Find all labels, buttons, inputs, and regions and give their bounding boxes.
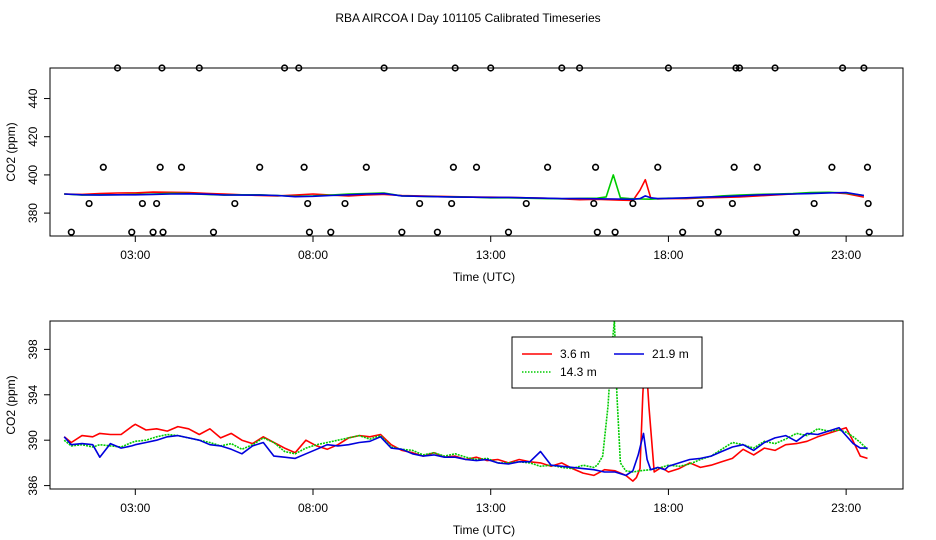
plot-frame-1 [49,67,904,237]
plot-area-2 [63,321,869,482]
outlier-point [159,228,167,236]
outlier-point [433,228,442,236]
panel-1: 03:00 08:00 13:00 18:00 23:00 380 400 420 440 T… [4,64,904,284]
x-axis-1: 03:00 08:00 13:00 18:00 23:00 [120,236,861,262]
outlier-point [611,228,619,236]
outlier-point [449,163,457,171]
x-tick-label: 13:00 [476,248,506,262]
outlier-point [304,199,312,208]
legend-label-21-9m: 21.9 m [652,347,689,361]
outlier-point [138,199,147,208]
y-axis-label-2: CO2 (ppm) [4,375,18,434]
outlier-point [177,163,186,171]
plot-frame-2 [49,320,904,490]
x-tick-label: 23:00 [831,248,861,262]
outlier-point [362,163,370,171]
outlier-point [416,199,424,208]
legend-box [511,336,703,389]
series-line-3-6m [63,348,868,482]
outlier-point [714,228,722,236]
outlier-point [730,163,738,171]
outlier-point [629,199,637,208]
outlier-point [696,199,705,208]
outlier-point [679,228,687,236]
series-line-14-3m [63,321,869,473]
x-tick-label: 18:00 [653,501,683,515]
outlier-point [753,163,761,171]
x-tick-label: 13:00 [476,501,506,515]
outlier-point [863,163,872,171]
x-tick-label: 18:00 [653,248,683,262]
outlier-point [231,199,239,208]
outlier-point [504,228,513,236]
series-line-21-9m [64,191,865,201]
outlier-point [448,199,456,208]
x-axis-2: 03:00 08:00 13:00 18:00 23:00 [120,489,861,515]
y-tick-label: 386 [26,475,40,495]
y-tick-label: 394 [26,384,40,404]
y-tick-label: 440 [26,88,40,108]
y-tick-label: 390 [26,430,40,450]
outlier-point [153,199,161,208]
y-axis-1: 380 400 420 440 [26,88,50,223]
outlier-point [209,228,218,236]
outlier-point [864,199,872,208]
outlier-point [156,163,164,171]
series-line-21-9m [63,426,868,477]
x-tick-label: 03:00 [120,248,150,262]
page-title: RBA AIRCOA I Day 101105 Calibrated Times… [335,11,600,25]
outlier-point [828,163,836,171]
outlier-point [810,199,818,208]
x-tick-label: 08:00 [298,501,328,515]
legend-label-3-6m: 3.6 m [560,347,590,361]
outlier-point [472,163,481,171]
x-tick-label: 23:00 [831,501,861,515]
outlier-point [728,199,737,208]
legend: 3.6 m 21.9 m 14.3 m [511,336,703,389]
outlier-point [591,163,600,171]
outlier-point [327,228,335,236]
outlier-point [590,199,598,208]
outlier-point [67,228,75,236]
legend-label-14-3m: 14.3 m [560,365,597,379]
outlier-point [149,228,157,236]
y-axis-2: 386 390 394 398 [26,339,50,496]
series-group-1 [64,174,865,202]
outlier-point [305,228,314,236]
outlier-point [85,199,93,208]
outlier-point [593,228,601,236]
panel-2: 03:00 08:00 13:00 18:00 23:00 386 390 394 398 T… [4,320,904,537]
outlier-point [865,228,873,236]
x-axis-label-2: Time (UTC) [453,523,515,537]
outlier-point [128,228,136,236]
y-axis-label-1: CO2 (ppm) [4,122,18,181]
outliers-group-1 [67,64,873,236]
y-tick-label: 400 [26,165,40,185]
series-group-2 [63,321,869,482]
outlier-point [792,228,800,236]
outlier-point [398,228,406,236]
x-tick-label: 03:00 [120,501,150,515]
plot-area-1 [64,64,873,236]
outlier-point [543,163,552,171]
y-tick-label: 380 [26,203,40,223]
x-axis-label-1: Time (UTC) [453,270,515,284]
x-tick-label: 08:00 [298,248,328,262]
outlier-point [341,199,349,208]
outlier-point [256,163,264,171]
outlier-point [654,163,662,171]
y-tick-label: 398 [26,339,40,359]
outlier-point [300,163,308,171]
outlier-point [99,163,107,171]
outlier-point [522,199,530,208]
y-tick-label: 420 [26,126,40,146]
